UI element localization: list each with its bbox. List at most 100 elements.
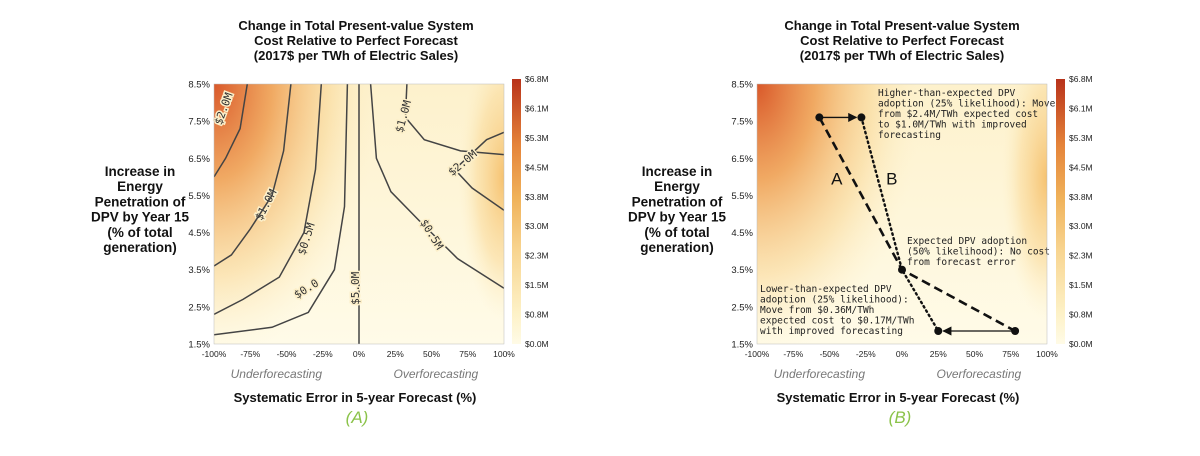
colorbar-tick-label: $3.8M [1069,192,1093,202]
x-tick-label: 25% [387,349,404,359]
underforecasting-label: Underforecasting [774,367,866,381]
chart-title-line: Cost Relative to Perfect Forecast [800,33,1004,48]
plot-frame [756,83,1048,345]
scenario-annotation-line: from $2.4M/TWh expected cost [878,109,1038,120]
y-tick-label: 4.5% [731,228,753,239]
scenario-marker [857,113,866,122]
y-tick-label: 7.5% [731,117,753,128]
y-axis-label-line: Penetration of [632,194,723,209]
chart-panel-b: Change in Total Present-value SystemCost… [628,18,1093,427]
colorbar-tick-label: $3.0M [525,221,549,231]
x-tick-label: -50% [277,349,297,359]
colorbar-tick-label: $5.3M [1069,133,1093,143]
heatmap-warm-zone-right [916,84,1047,344]
colorbar-tick-label: $4.5M [1069,162,1093,172]
panel-label: (A) [346,408,369,427]
x-tick-label: 50% [966,349,983,359]
x-tick-label: 75% [459,349,476,359]
chart-title-line: Change in Total Present-value System [238,18,473,33]
y-axis-label-line: DPV by Year 15 [91,210,190,225]
scenario-annotation-line: Lower-than-expected DPV [760,284,892,295]
chart-title-line: (2017$ per TWh of Electric Sales) [254,48,458,63]
colorbar-tick-label: $2.3M [1069,251,1093,261]
colorbar-tick-label: $6.1M [525,103,549,113]
overforecasting-label: Overforecasting [936,367,1021,381]
y-tick-label: 3.5% [188,265,210,276]
colorbar-tick-label: $0.8M [1069,310,1093,320]
scenario-annotation-line: (50% likelihood): No cost [907,247,1050,258]
y-axis-label-line: Energy [117,179,163,194]
scenario-marker [934,327,943,335]
plot-frame [213,83,505,345]
y-axis-label-line: generation) [103,240,177,255]
colorbar-tick-label: $6.8M [1069,74,1093,84]
y-tick-label: 4.5% [188,228,210,239]
colorbar-tick-label: $1.5M [1069,280,1093,290]
x-tick-label: -25% [313,349,333,359]
scenario-annotation-line: forecasting [878,130,941,141]
y-axis-label-line: Energy [654,179,700,194]
contour-line [214,84,249,178]
x-tick-label: 100% [493,349,515,359]
x-tick-label: 25% [930,349,947,359]
y-tick-label: 3.5% [731,265,753,276]
colorbar-tick-label: $6.8M [525,74,549,84]
chart-title-line: Cost Relative to Perfect Forecast [254,33,458,48]
y-axis-label-line: generation) [640,240,714,255]
x-tick-label: -75% [783,349,803,359]
heatmap-warm-zone-right [373,84,504,344]
colorbar-tick-label: $2.3M [525,251,549,261]
contour-line [369,84,504,289]
scenario-annotation-line: with improved forecasting [760,326,903,337]
colorbar-tick-label: $6.1M [1069,103,1093,113]
y-tick-label: 2.5% [188,302,210,313]
overforecasting-label: Overforecasting [393,367,478,381]
y-axis-label-line: (% of total [107,225,172,240]
y-axis-label-line: (% of total [644,225,709,240]
y-tick-label: 1.5% [731,340,753,351]
contour-label: $5.0M [349,271,362,304]
y-tick-label: 7.5% [188,117,210,128]
x-tick-label: -100% [202,349,227,359]
x-axis-label: Systematic Error in 5-year Forecast (%) [777,390,1020,405]
y-tick-label: 1.5% [188,340,210,351]
scenario-annotation-line: Expected DPV adoption [907,236,1027,247]
y-tick-label: 5.5% [188,191,210,202]
colorbar-tick-label: $3.8M [525,192,549,202]
scenario-marker [898,265,906,274]
y-axis-label-line: Penetration of [95,194,186,209]
contour-line [453,131,504,211]
chart-title-line: (2017$ per TWh of Electric Sales) [800,48,1004,63]
colorbar-tick-label: $0.0M [525,339,549,349]
scenario-annotation-line: to $1.0M/TWh with improved [878,120,1027,131]
chart-panel-a: Change in Total Present-value SystemCost… [91,18,549,427]
contour-line [214,84,349,336]
colorbar-tick-label: $5.3M [525,133,549,143]
x-tick-label: 100% [1036,349,1058,359]
x-tick-label: -100% [745,349,770,359]
colorbar-tick-label: $0.0M [1069,339,1093,349]
contour-line [214,84,292,267]
y-axis-label-line: DPV by Year 15 [628,210,727,225]
underforecasting-label: Underforecasting [231,367,323,381]
heatmap-surface [757,84,1047,344]
path-label-b: B [886,169,897,188]
colorbar-tick-label: $0.8M [525,310,549,320]
y-axis-label-line: Increase in [642,164,713,179]
colorbar [512,79,521,344]
y-axis-label-line: Increase in [105,164,176,179]
colorbar-tick-label: $1.5M [525,280,549,290]
y-tick-label: 5.5% [731,191,753,202]
x-tick-label: -25% [856,349,876,359]
scenario-annotation-line: expected cost to $0.17M/TWh [760,316,914,327]
y-tick-label: 6.5% [188,154,210,165]
scenario-annotation-line: from forecast error [907,257,1016,268]
colorbar-tick-label: $4.5M [525,162,549,172]
scenario-marker [1011,327,1020,335]
y-tick-label: 8.5% [188,80,210,91]
y-tick-label: 8.5% [731,80,753,91]
scenario-marker [815,113,824,122]
colorbar-tick-label: $3.0M [1069,221,1093,231]
x-tick-label: -75% [240,349,260,359]
x-tick-label: 0% [353,349,366,359]
